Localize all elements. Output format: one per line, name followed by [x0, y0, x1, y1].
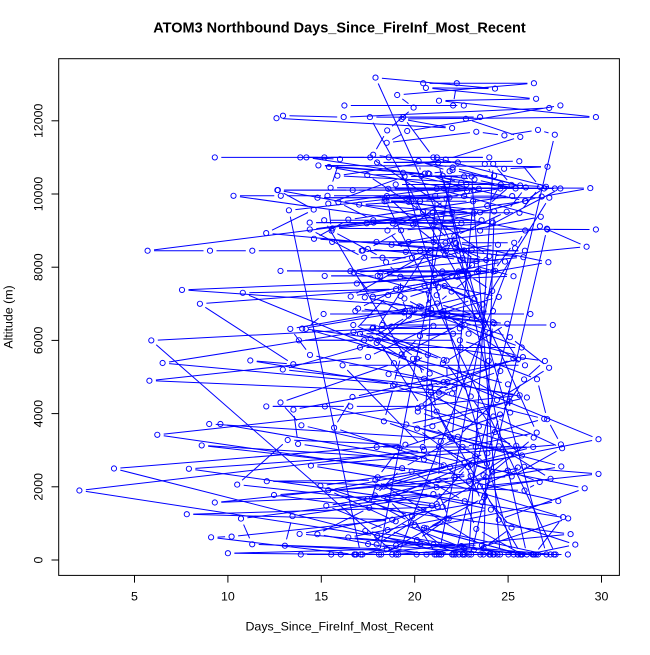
svg-text:ATOM3 Northbound Days_Since_Fi: ATOM3 Northbound Days_Since_FireInf_Most…	[153, 21, 526, 37]
svg-text:8000: 8000	[32, 253, 46, 281]
svg-text:4000: 4000	[32, 400, 46, 428]
svg-text:15: 15	[314, 590, 328, 604]
svg-text:25: 25	[501, 590, 515, 604]
svg-text:10: 10	[221, 590, 235, 604]
svg-text:Altitude (m): Altitude (m)	[1, 285, 15, 348]
svg-text:Days_Since_FireInf_Most_Recent: Days_Since_FireInf_Most_Recent	[245, 620, 434, 634]
svg-text:5: 5	[131, 590, 138, 604]
svg-text:6000: 6000	[32, 327, 46, 355]
svg-text:20: 20	[408, 590, 422, 604]
svg-text:30: 30	[595, 590, 609, 604]
svg-text:0: 0	[32, 556, 46, 563]
svg-text:12000: 12000	[32, 103, 46, 138]
svg-text:2000: 2000	[32, 473, 46, 501]
svg-text:10000: 10000	[32, 177, 46, 212]
